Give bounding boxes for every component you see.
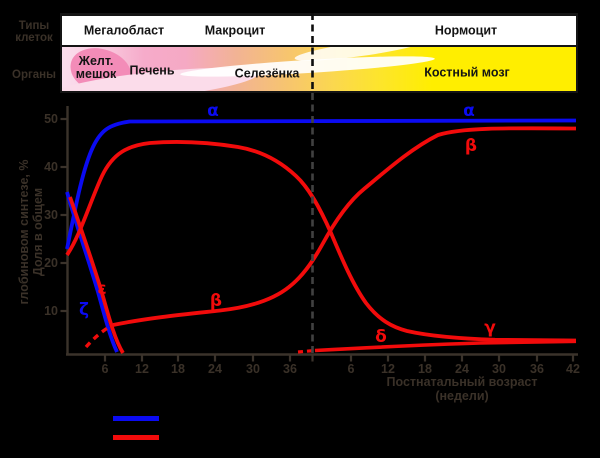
band-yolk-sac: Желт. мешок	[75, 54, 117, 81]
y-axis-title: Доля в общем глобиновом синтезе, %	[17, 160, 45, 305]
band-bone-marrow: Костный мозг	[424, 65, 510, 80]
x-pre-36: 36	[283, 362, 297, 376]
y-tick-20: 20	[44, 256, 58, 270]
label-gamma: γ	[484, 318, 496, 338]
band-spleen: Селезёнка	[234, 66, 300, 81]
x-pre-6: 6	[101, 362, 109, 376]
curve-zeta	[65, 191, 119, 353]
y-tick-50: 50	[44, 112, 58, 126]
x-tick-marks	[103, 354, 575, 362]
x-post-12: 12	[381, 362, 395, 376]
band-macrocyte: Макроцит	[204, 23, 266, 37]
curve-alpha	[65, 118, 577, 250]
curve-delta	[314, 339, 577, 353]
curve-delta-dashed-start	[297, 348, 316, 354]
y-axis-title-line2: глобиновом синтезе, %	[17, 159, 31, 305]
x-post-42: 42	[566, 362, 580, 376]
x-axis-title-postnatal: Постнатальный возраст (недели)	[386, 375, 538, 403]
curve-gamma	[65, 140, 577, 343]
band-megaloblast: Мегалобласт	[83, 23, 165, 37]
band-liver: Печень	[129, 63, 175, 78]
x-pre-12: 12	[135, 362, 149, 376]
curve-beta	[112, 126, 577, 327]
label-beta-postnatal: β	[464, 136, 478, 156]
curve-epsilon	[68, 196, 125, 354]
curve-beta-dashed-start	[84, 323, 114, 349]
band-normocyte: Нормоцит	[434, 23, 498, 37]
y-tick-marks	[60, 117, 67, 313]
x-post-6: 6	[347, 362, 355, 376]
x-post-18: 18	[418, 362, 432, 376]
label-delta: δ	[375, 327, 387, 347]
y-axis-title-line1: Доля в общем	[31, 187, 45, 277]
x-post-36: 36	[530, 362, 544, 376]
legend-alpha-family-line	[113, 416, 159, 421]
x-pre-24: 24	[208, 362, 222, 376]
label-epsilon: ε	[97, 279, 107, 299]
x-pre-18: 18	[171, 362, 185, 376]
legend-beta-family-line	[113, 435, 159, 440]
y-tick-30: 30	[44, 208, 58, 222]
label-alpha-postnatal: α	[463, 101, 475, 121]
y-tick-10: 10	[44, 304, 58, 318]
label-beta-prenatal: β	[209, 291, 223, 311]
cell-types-band: Мегалобласт Макроцит Нормоцит	[60, 13, 578, 47]
organs-axis-label: Органы	[12, 69, 56, 81]
x-pre-30: 30	[246, 362, 260, 376]
x-post-30: 30	[492, 362, 506, 376]
organs-band: Желт. мешок Печень Селезёнка Костный моз…	[60, 47, 578, 93]
x-post-24: 24	[455, 362, 469, 376]
cell-types-axis-label: Типы клеток	[15, 20, 53, 44]
label-alpha-prenatal: α	[207, 101, 219, 121]
label-zeta: ζ	[78, 300, 90, 320]
y-tick-40: 40	[44, 160, 58, 174]
